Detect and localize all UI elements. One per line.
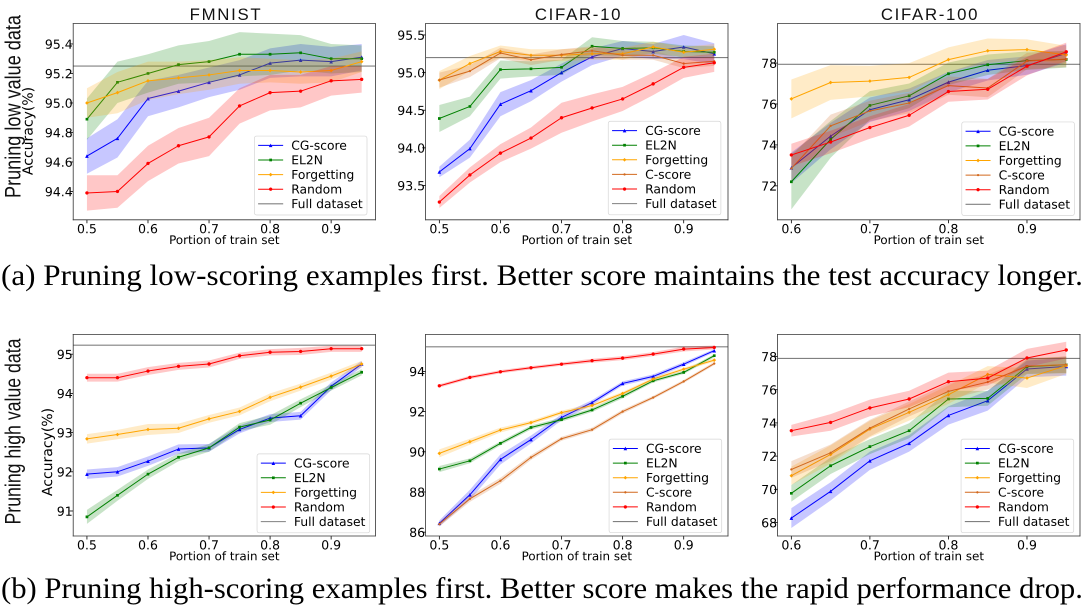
svg-text:Pruning low value data: Pruning low value data: [0, 14, 25, 198]
svg-text:Pruning high value data: Pruning high value data: [0, 338, 25, 525]
